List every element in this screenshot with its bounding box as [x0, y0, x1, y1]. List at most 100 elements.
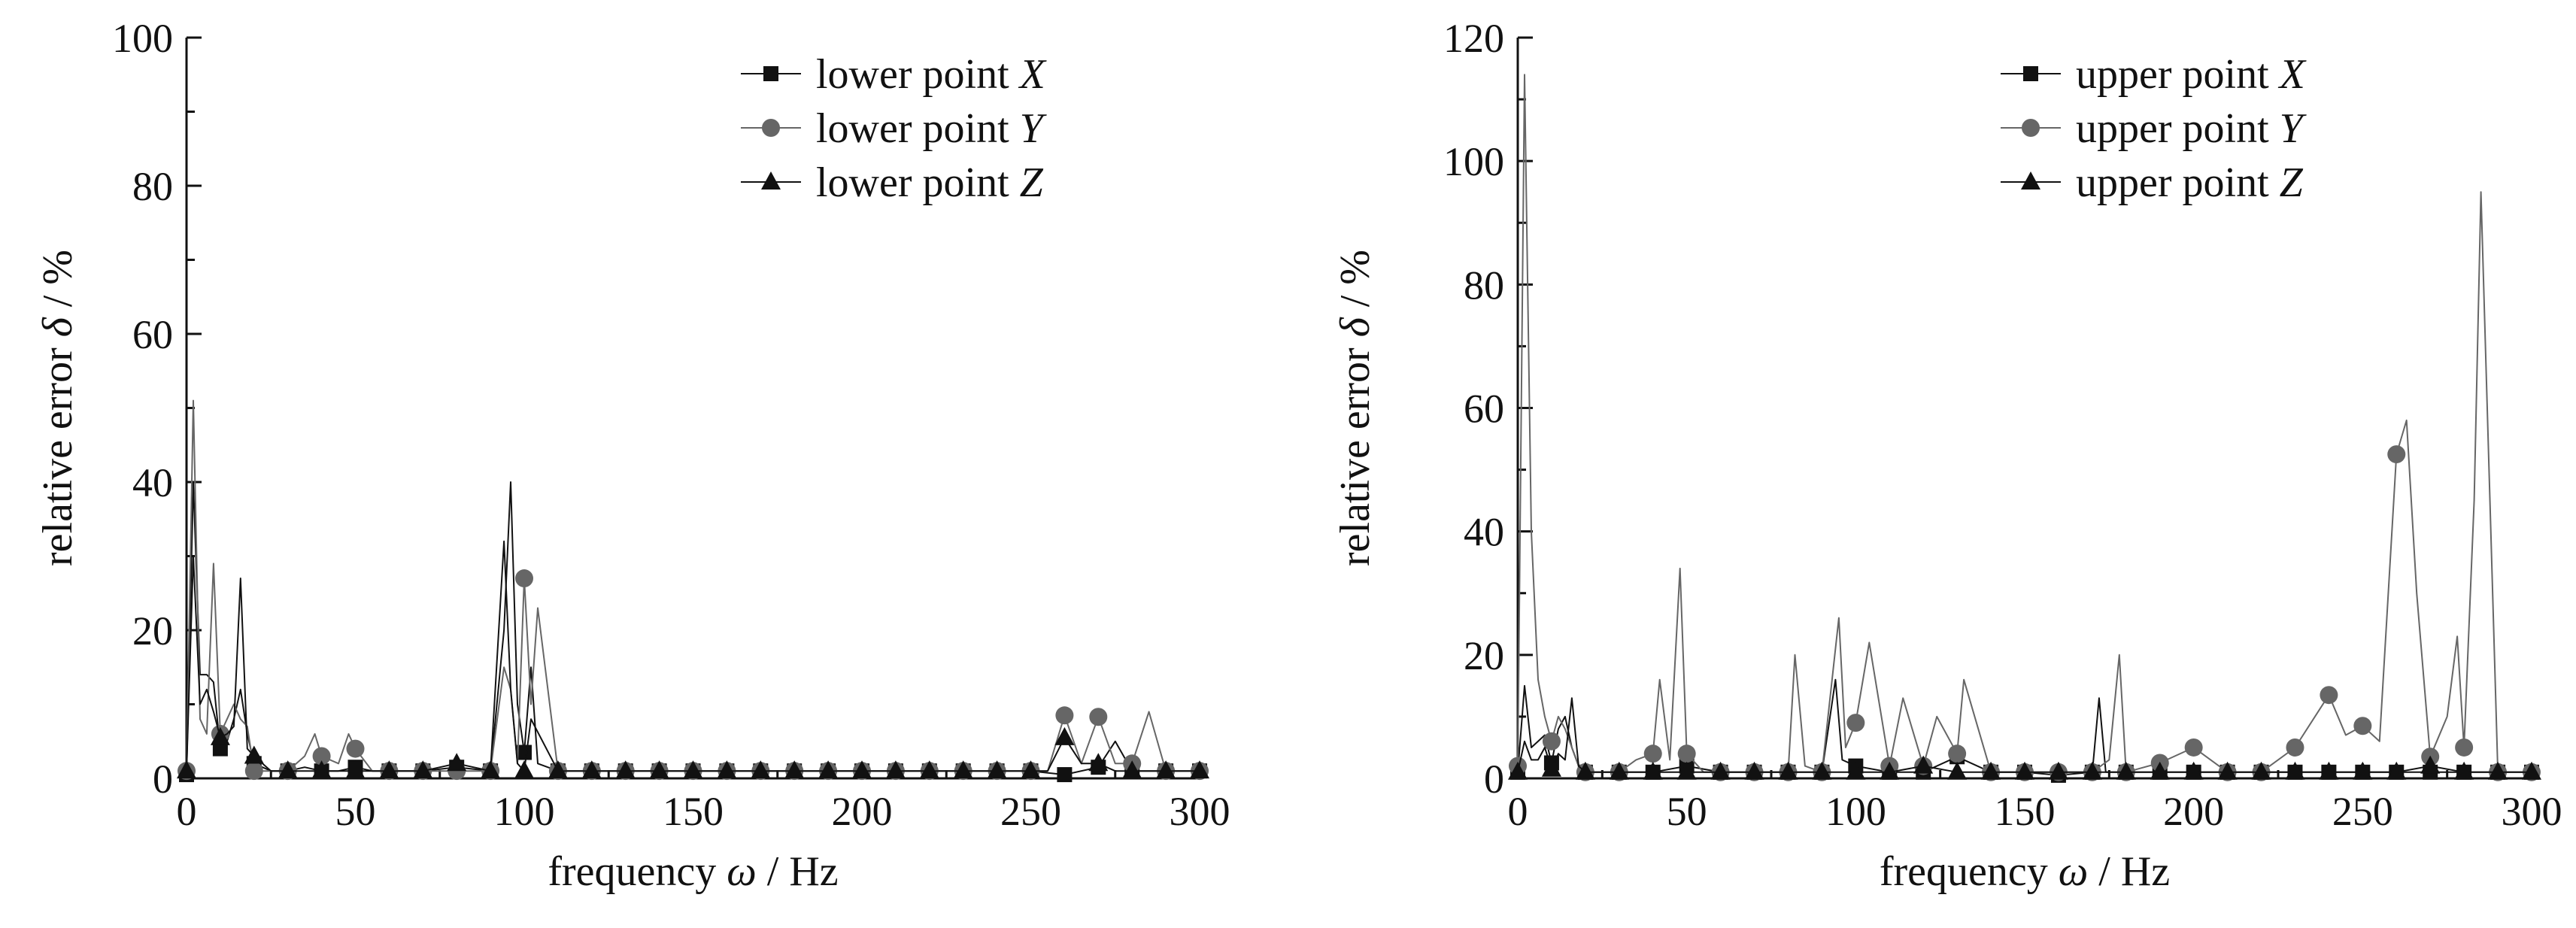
data-point	[312, 747, 331, 766]
series-line	[1517, 678, 2532, 776]
data-point	[2319, 761, 2339, 780]
data-point	[581, 760, 602, 779]
data-point	[1643, 761, 1663, 780]
y-axis-label: relative error δ / %	[35, 250, 81, 566]
y-tick-label: 40	[1464, 510, 1504, 555]
series-line	[1517, 74, 2532, 773]
data-point	[615, 760, 636, 779]
series-triangle	[1508, 697, 2541, 780]
x-axis-label: frequency ω / Hz	[548, 848, 838, 895]
y-tick-label: 100	[112, 16, 173, 61]
data-point	[818, 760, 839, 779]
data-point	[1913, 755, 1934, 774]
data-point	[2082, 761, 2102, 780]
data-point	[2285, 761, 2305, 780]
data-point	[1947, 761, 1968, 780]
series-triangle	[177, 540, 1209, 779]
legend-marker	[762, 119, 780, 137]
y-tick-label: 80	[132, 164, 173, 209]
y-tick-label: 0	[1484, 757, 1504, 802]
legend-marker	[2022, 119, 2040, 137]
data-point	[987, 760, 1007, 779]
data-point	[1122, 760, 1142, 779]
data-point	[1541, 758, 1561, 777]
data-point	[2455, 738, 2474, 757]
legend-entry: upper point Y	[2076, 105, 2307, 152]
legend-entry: lower point X	[816, 51, 1048, 98]
x-tick-label: 300	[1170, 789, 1230, 834]
data-point	[1542, 732, 1561, 751]
y-tick-label: 100	[1443, 139, 1504, 184]
legend-entry: lower point Z	[816, 159, 1044, 206]
data-point	[1508, 761, 1528, 780]
y-tick-label: 20	[132, 608, 173, 654]
data-point	[2386, 761, 2407, 780]
data-point	[517, 745, 532, 760]
x-tick-label: 150	[1995, 789, 2056, 834]
data-point	[311, 760, 332, 779]
chart-panel-1: 0 50 100 150 200 250 300 0 20 40 60 80 100 frequency …	[35, 16, 1230, 895]
data-point	[515, 569, 533, 588]
x-tick-label: 0	[177, 789, 197, 834]
data-point	[177, 760, 196, 779]
data-point	[2183, 761, 2204, 780]
data-point	[447, 753, 467, 772]
data-point	[2488, 761, 2508, 780]
data-point	[1088, 753, 1109, 772]
data-point	[1981, 761, 2001, 780]
data-point	[852, 760, 872, 779]
data-point	[1054, 726, 1075, 745]
y-tick-label: 60	[1464, 387, 1504, 432]
x-tick-label: 250	[1000, 789, 1061, 834]
x-tick-label: 300	[2502, 789, 2562, 834]
data-point	[683, 760, 703, 779]
legend-entry: lower point Y	[816, 105, 1048, 152]
data-point	[1880, 761, 1900, 780]
data-point	[1812, 761, 1832, 780]
data-point	[1846, 714, 1865, 732]
y-tick-label: 60	[132, 312, 173, 357]
x-tick-label: 100	[1825, 789, 1886, 834]
data-point	[2184, 738, 2203, 757]
data-point	[2217, 761, 2238, 780]
data-point	[1677, 745, 1696, 763]
data-point	[345, 760, 366, 779]
data-point	[2522, 761, 2541, 780]
data-point	[885, 760, 906, 779]
data-point	[379, 760, 399, 779]
x-tick-label: 100	[494, 789, 555, 834]
y-tick-label: 80	[1464, 262, 1504, 308]
x-tick-label: 50	[335, 789, 376, 834]
data-point	[2454, 761, 2474, 780]
legend-marker	[761, 171, 781, 190]
data-point	[2048, 761, 2068, 780]
y-tick-label: 0	[153, 757, 173, 802]
data-point	[2251, 761, 2271, 780]
data-point	[1778, 761, 1798, 780]
data-point	[953, 760, 973, 779]
legend-marker	[2021, 171, 2040, 190]
data-point	[2150, 761, 2170, 780]
data-point	[2116, 761, 2136, 780]
data-point	[1021, 760, 1041, 779]
data-point	[1575, 761, 1595, 780]
legend: lower point X lower point Y lower point Z	[741, 51, 1048, 206]
data-point	[244, 762, 263, 781]
chart-panel-2: 0 50 100 150 200 250 300 0 20 40 60 80 100 120 frequen…	[1332, 16, 2562, 895]
data-point	[784, 760, 805, 779]
data-point	[210, 726, 230, 745]
legend-marker	[763, 66, 778, 81]
data-point	[2353, 717, 2372, 735]
legend-entry: upper point X	[2076, 51, 2307, 98]
series-square	[179, 481, 1207, 783]
data-point	[2387, 445, 2406, 464]
data-point	[481, 760, 501, 779]
data-point	[2286, 738, 2304, 757]
data-point	[346, 739, 365, 758]
data-point	[244, 745, 264, 764]
series-line	[186, 481, 1200, 776]
data-point	[717, 760, 737, 779]
x-tick-label: 150	[663, 789, 724, 834]
